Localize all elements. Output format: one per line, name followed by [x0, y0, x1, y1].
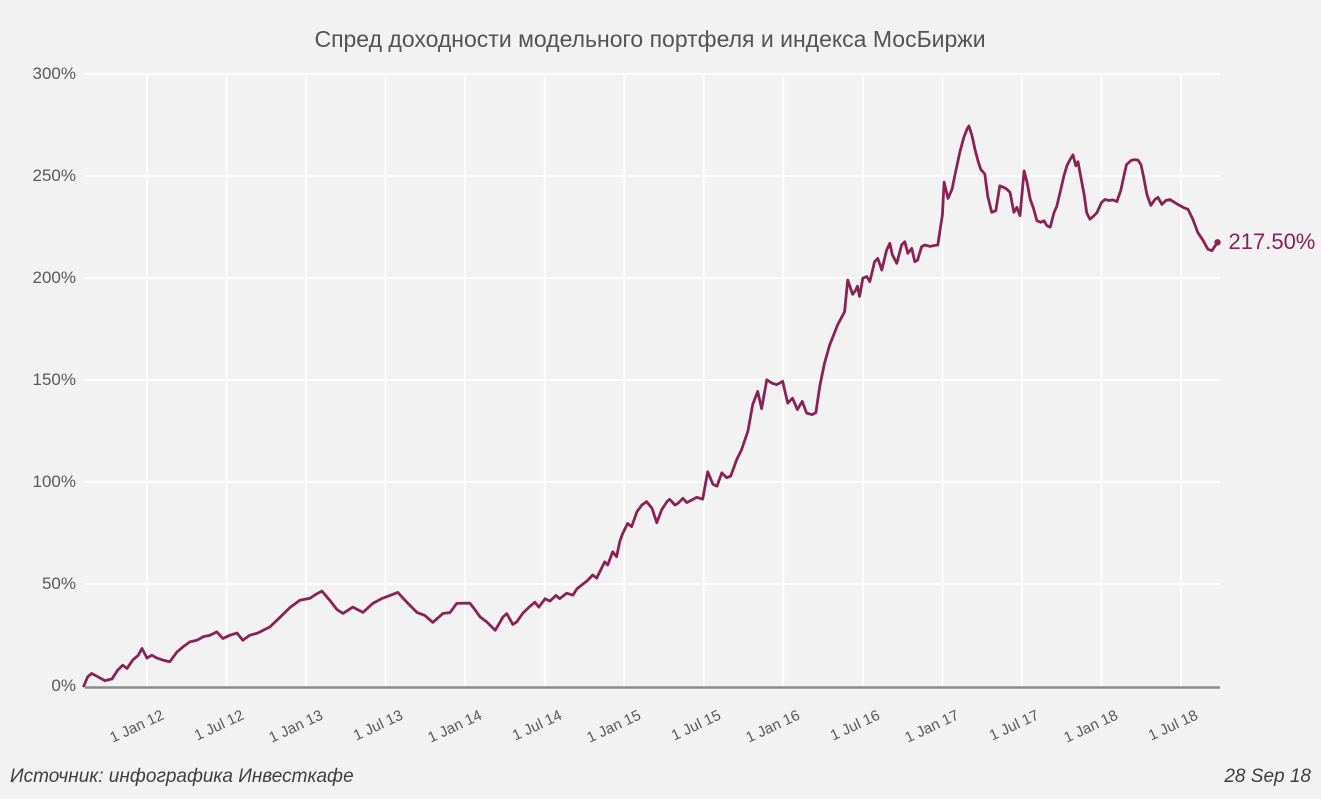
spread-series-line	[82, 124, 1219, 688]
y-tick-label: 0%	[51, 676, 76, 695]
last-value-label: 217.50%	[1228, 229, 1316, 255]
y-tick-label: 150%	[32, 370, 76, 389]
date-caption: 28 Sep 18	[1224, 766, 1311, 787]
y-tick-label: 200%	[32, 268, 76, 287]
chart-title: Спред доходности модельного портфеля и и…	[314, 26, 986, 52]
y-tick-label: 100%	[32, 472, 76, 491]
series-end-dot	[1214, 239, 1221, 246]
source-caption: Источник: инфографика Инвесткафе	[10, 766, 354, 787]
y-tick-label: 250%	[32, 166, 76, 185]
y-tick-label: 300%	[32, 64, 76, 83]
y-tick-label: 50%	[41, 574, 76, 593]
